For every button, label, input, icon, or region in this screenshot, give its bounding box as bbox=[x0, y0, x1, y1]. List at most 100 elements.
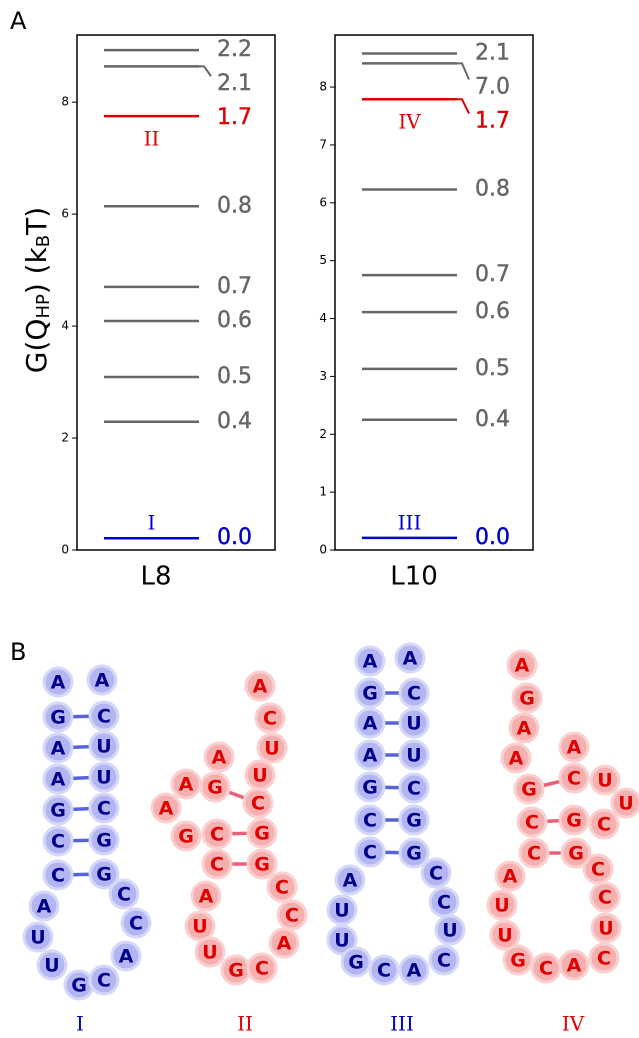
nucleotide-letter: C bbox=[251, 793, 265, 815]
x-axis-label: L8 bbox=[140, 562, 171, 592]
y-tick-label: 3 bbox=[319, 369, 327, 383]
nucleotide-letter: A bbox=[277, 933, 292, 955]
y-axis-label-subscript: HP bbox=[33, 294, 54, 319]
level-label: 0.6 bbox=[475, 299, 510, 324]
nucleotide-circle bbox=[326, 924, 358, 956]
nucleotide-circle bbox=[560, 837, 592, 869]
nucleotide-circle bbox=[201, 848, 233, 880]
nucleotide-circle bbox=[246, 952, 278, 984]
y-axis-label-part: G(Q bbox=[20, 319, 53, 374]
nucleotide-circle bbox=[88, 700, 120, 732]
nucleotide-circle bbox=[150, 792, 182, 824]
nucleotide-letter: U bbox=[597, 770, 612, 792]
nucleotide-letter: C bbox=[598, 887, 612, 909]
structure-label: II bbox=[237, 1012, 253, 1036]
nucleotide-circle bbox=[334, 864, 366, 896]
nucleotide-letter: U bbox=[252, 765, 267, 787]
nucleotide-circle bbox=[502, 944, 534, 976]
nucleotide-circle bbox=[88, 730, 120, 762]
nucleotide-circle bbox=[398, 707, 430, 739]
nucleotide-letter: G bbox=[96, 830, 112, 852]
nucleotide-letter: A bbox=[567, 955, 582, 977]
nucleotide-letter: G bbox=[406, 843, 422, 865]
nucleotide-letter: C bbox=[525, 812, 539, 834]
y-tick-label: 8 bbox=[61, 95, 69, 109]
level-label: 2.1 bbox=[217, 71, 252, 96]
y-tick-label: 4 bbox=[61, 319, 69, 333]
nucleotide-circle bbox=[266, 871, 298, 903]
nucleotide-letter: C bbox=[363, 810, 377, 832]
nucleotide-circle bbox=[190, 880, 222, 912]
nucleotide-letter: G bbox=[348, 952, 364, 974]
nucleotide-circle bbox=[558, 731, 590, 763]
nucleotide-letter: G bbox=[254, 823, 270, 845]
nucleotide-letter: C bbox=[51, 865, 65, 887]
nucleotide-letter: A bbox=[199, 886, 214, 908]
nucleotide-circle bbox=[246, 817, 278, 849]
nucleotide-letter: U bbox=[192, 916, 207, 938]
level-label: 1.7 bbox=[475, 109, 510, 134]
label-connector bbox=[457, 98, 470, 114]
nucleotide-letter: U bbox=[202, 942, 217, 964]
label-connector bbox=[199, 65, 212, 77]
y-tick-label: 2 bbox=[319, 427, 327, 441]
nucleotide-letter: C bbox=[407, 778, 421, 800]
nucleotide-circle bbox=[590, 912, 622, 944]
nucleotide-letter: U bbox=[406, 745, 421, 767]
nucleotide-letter: C bbox=[97, 706, 111, 728]
y-tick-label: 8 bbox=[319, 80, 327, 94]
nucleotide-circle bbox=[246, 848, 278, 880]
nucleotide-letter: C bbox=[377, 960, 391, 982]
level-label: 2.2 bbox=[217, 37, 252, 62]
nucleotide-circle bbox=[326, 894, 358, 926]
nucleotide-circle bbox=[508, 712, 540, 744]
structure-label: IV bbox=[562, 1012, 585, 1036]
nucleotide-letter: G bbox=[207, 777, 223, 799]
nucleotide-letter: A bbox=[212, 747, 227, 769]
nucleotide-letter: A bbox=[515, 655, 530, 677]
nucleotide-letter: A bbox=[95, 670, 110, 692]
nucleotide-circle bbox=[244, 670, 276, 702]
nucleotide-circle bbox=[340, 946, 372, 978]
nucleotide-letter: A bbox=[119, 946, 134, 968]
level-label: 7.0 bbox=[475, 75, 510, 100]
y-axis-label-subscript: B bbox=[33, 235, 54, 247]
level-label: 0.5 bbox=[217, 364, 252, 389]
y-axis-label-part: T) bbox=[20, 207, 53, 236]
nucleotide-circle bbox=[494, 860, 526, 892]
nucleotide-letter: U bbox=[442, 920, 457, 942]
nucleotide-letter: C bbox=[363, 842, 377, 864]
nucleotide-circle bbox=[558, 949, 590, 981]
state-label: III bbox=[398, 510, 422, 534]
nucleotide-circle bbox=[516, 806, 548, 838]
level-label: 0.6 bbox=[217, 308, 252, 333]
nucleotide-circle bbox=[398, 804, 430, 836]
nucleotide-letter: C bbox=[255, 958, 269, 980]
nucleotide-circle bbox=[276, 899, 308, 931]
structure-label: III bbox=[390, 1012, 414, 1036]
nucleotide-circle bbox=[558, 804, 590, 836]
nucleotide-letter: G bbox=[228, 960, 244, 982]
nucleotide-letter: U bbox=[598, 918, 613, 940]
nucleotide-circle bbox=[170, 820, 202, 852]
nucleotide-circle bbox=[244, 759, 276, 791]
y-tick-label: 0 bbox=[319, 543, 327, 557]
nucleotide-letter: A bbox=[363, 713, 378, 735]
nucleotide-circle bbox=[36, 949, 68, 981]
level-label: 0.7 bbox=[217, 274, 252, 299]
nucleotide-circle bbox=[398, 772, 430, 804]
nucleotide-circle bbox=[398, 954, 430, 986]
nucleotide-letter: C bbox=[437, 950, 451, 972]
nucleotide-letter: G bbox=[254, 854, 270, 876]
nucleotide-letter: C bbox=[97, 970, 111, 992]
nucleotide-circle bbox=[354, 645, 386, 677]
nucleotide-circle bbox=[42, 763, 74, 795]
nucleotide-circle bbox=[86, 664, 118, 696]
nucleotide-circle bbox=[201, 818, 233, 850]
nucleotide-circle bbox=[589, 881, 621, 913]
nucleotide-letter: C bbox=[527, 843, 541, 865]
nucleotide-circle bbox=[589, 764, 621, 796]
nucleotide-circle bbox=[500, 742, 532, 774]
nucleotide-circle bbox=[394, 642, 426, 674]
